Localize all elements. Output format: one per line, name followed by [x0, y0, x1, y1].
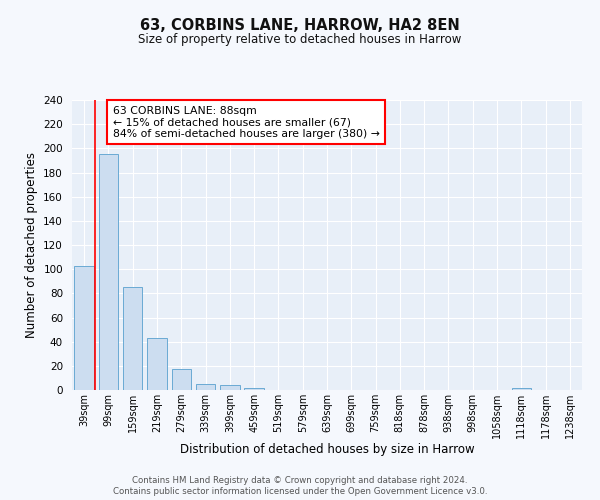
Text: 63, CORBINS LANE, HARROW, HA2 8EN: 63, CORBINS LANE, HARROW, HA2 8EN — [140, 18, 460, 32]
Bar — [123, 288, 142, 390]
Text: Size of property relative to detached houses in Harrow: Size of property relative to detached ho… — [139, 32, 461, 46]
Text: Contains public sector information licensed under the Open Government Licence v3: Contains public sector information licen… — [113, 488, 487, 496]
Text: Contains HM Land Registry data © Crown copyright and database right 2024.: Contains HM Land Registry data © Crown c… — [132, 476, 468, 485]
Bar — [244, 388, 264, 390]
Bar — [512, 388, 531, 390]
Bar — [172, 370, 191, 390]
Bar — [220, 385, 239, 390]
Text: Distribution of detached houses by size in Harrow: Distribution of detached houses by size … — [179, 442, 475, 456]
Bar — [74, 266, 94, 390]
Y-axis label: Number of detached properties: Number of detached properties — [25, 152, 38, 338]
Bar — [147, 338, 167, 390]
Bar — [196, 384, 215, 390]
Text: 63 CORBINS LANE: 88sqm
← 15% of detached houses are smaller (67)
84% of semi-det: 63 CORBINS LANE: 88sqm ← 15% of detached… — [113, 106, 380, 139]
Bar — [99, 154, 118, 390]
